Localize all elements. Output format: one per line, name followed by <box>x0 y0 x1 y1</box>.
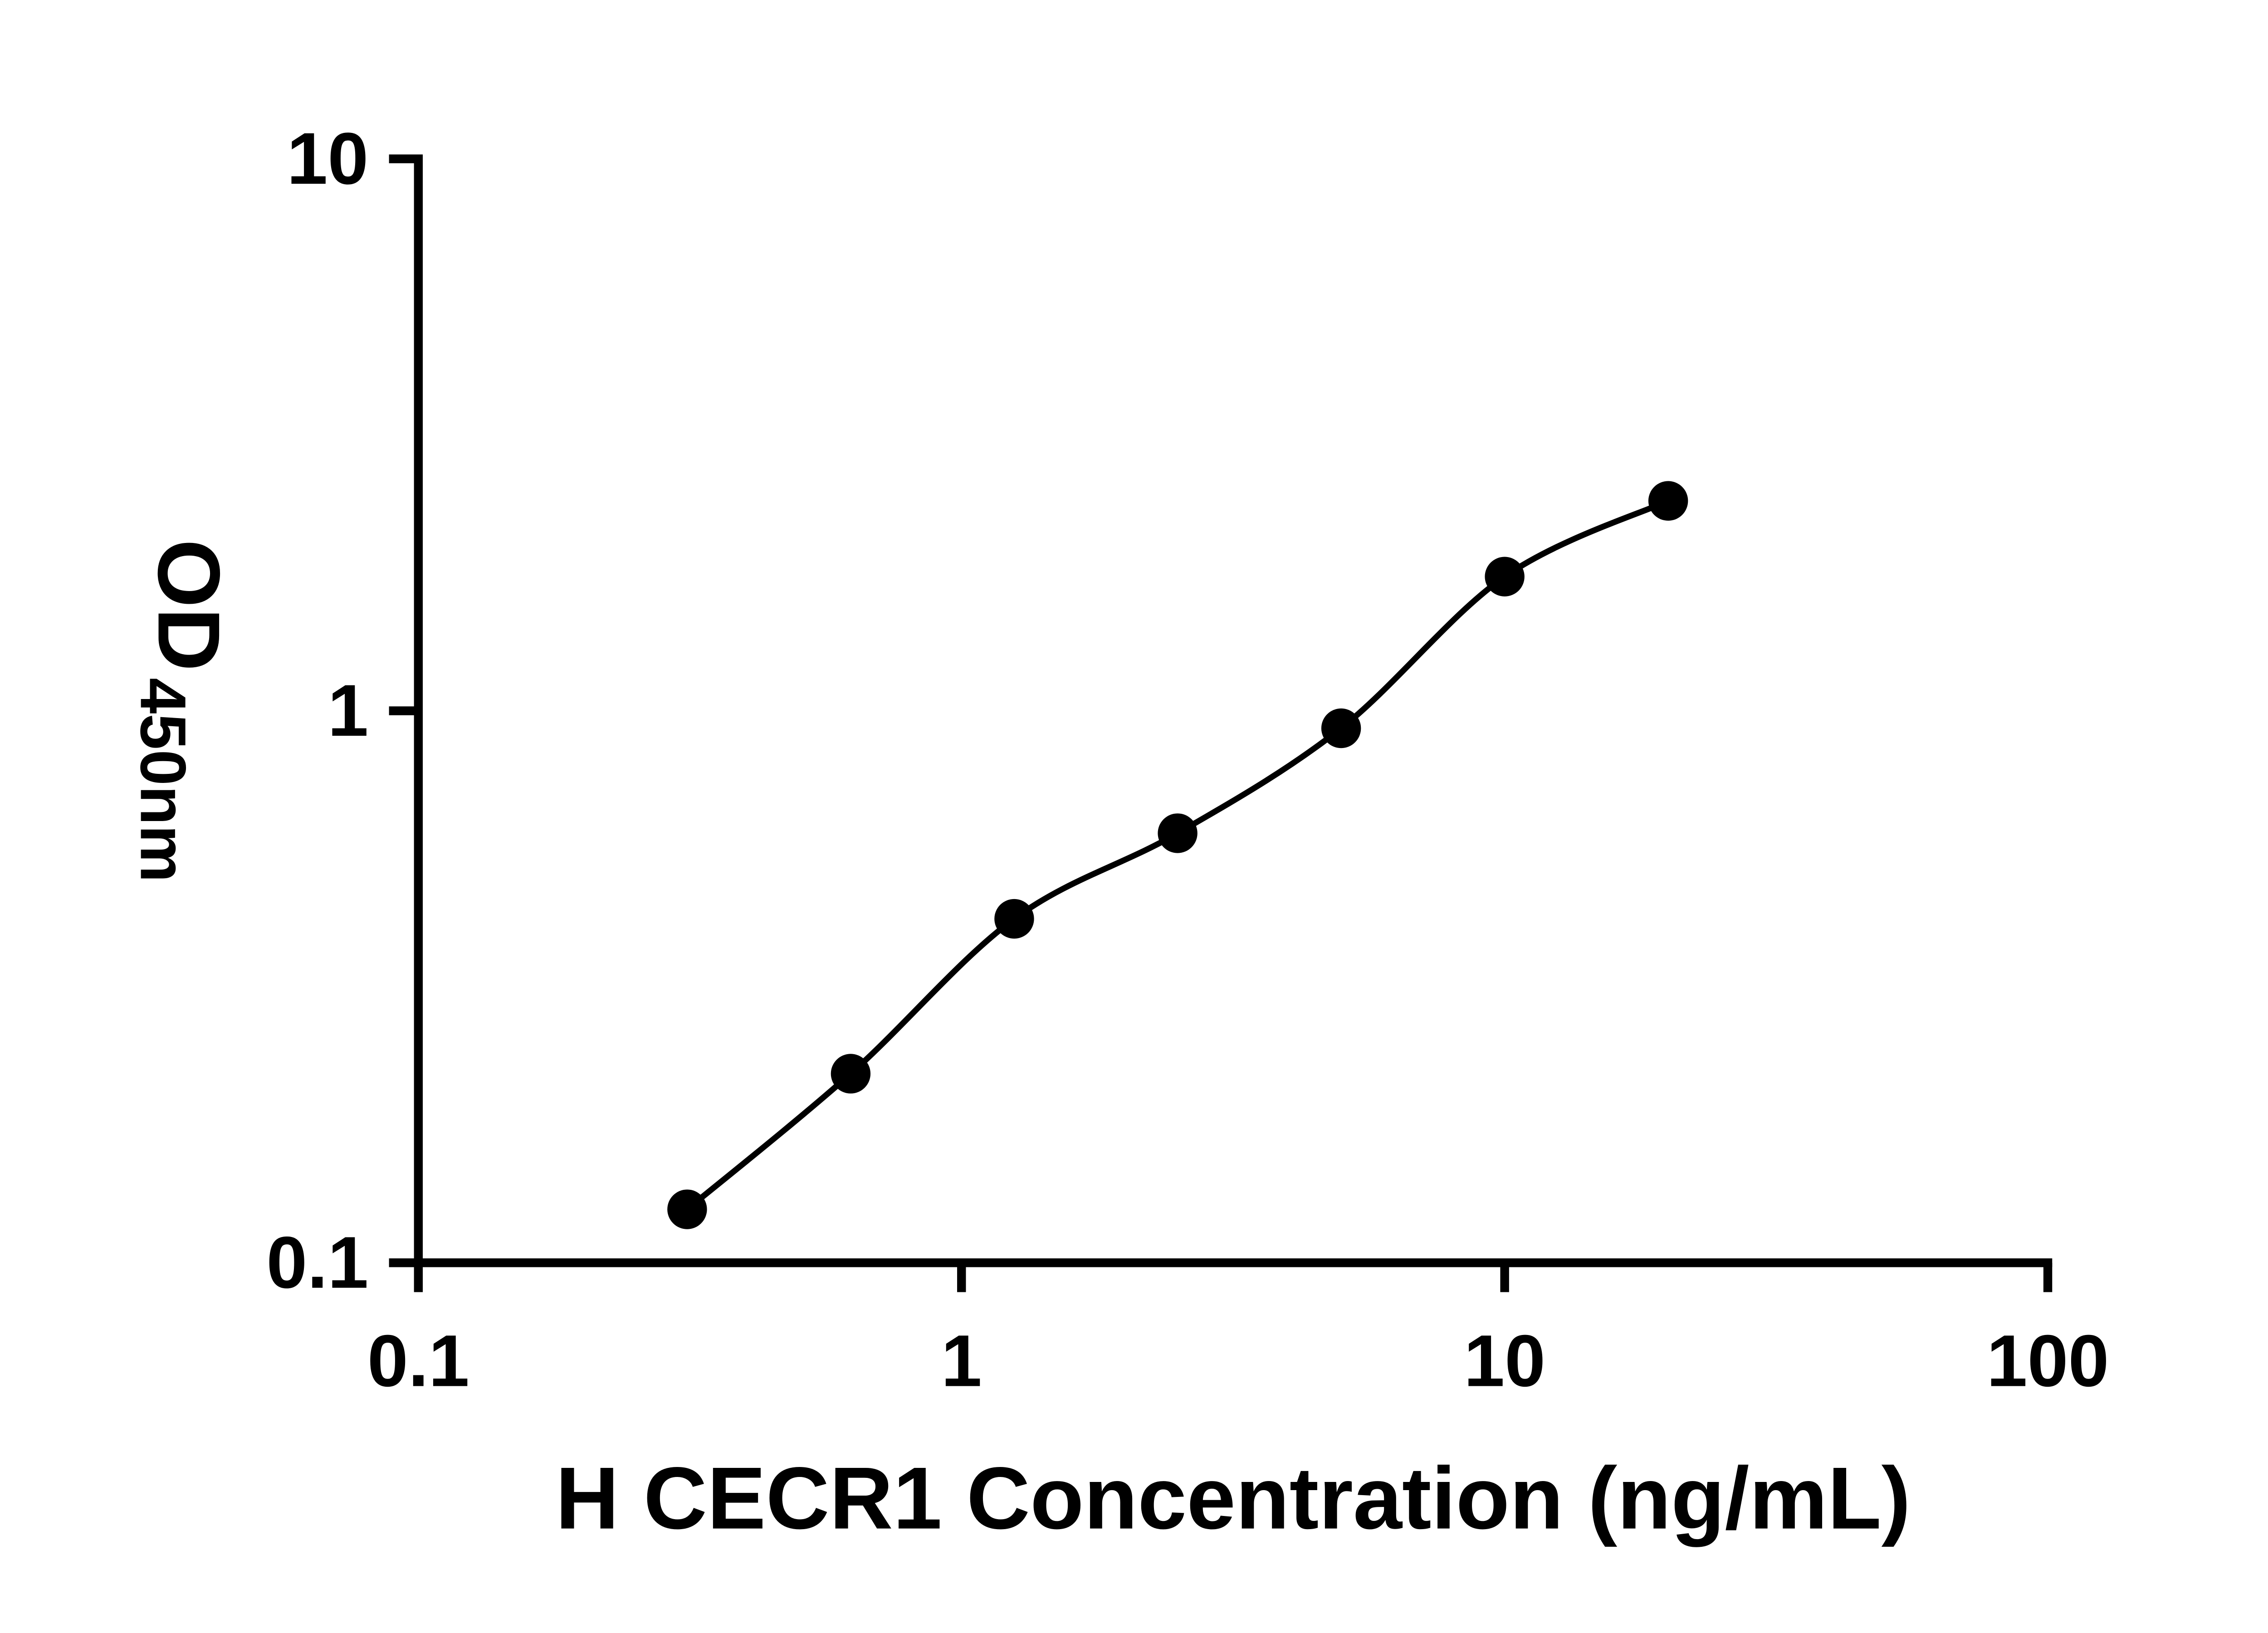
y-axis-title: OD 450nm <box>127 539 238 883</box>
data-point <box>994 899 1034 939</box>
y-axis-title-sub: 450nm <box>127 678 199 882</box>
x-axis-ticks: 0.1 1 10 100 <box>367 1262 2109 1402</box>
data-point <box>1321 708 1361 748</box>
y-tick-label: 10 <box>287 118 368 200</box>
data-point <box>1485 557 1525 596</box>
x-tick-label: 0.1 <box>367 1320 469 1402</box>
data-point <box>667 1189 707 1229</box>
x-tick-label: 100 <box>1987 1320 2109 1402</box>
data-points <box>667 481 1688 1229</box>
x-tick-label: 10 <box>1464 1320 1545 1402</box>
data-point <box>1158 813 1198 853</box>
y-tick-label: 1 <box>327 670 368 752</box>
axes <box>414 154 2053 1267</box>
x-tick-label: 1 <box>941 1320 982 1402</box>
y-axis-title-main: OD <box>140 539 238 671</box>
y-tick-label: 0.1 <box>266 1222 368 1304</box>
x-axis-title: H CECR1 Concentration (ng/mL) <box>556 1449 1911 1548</box>
plot-area: 0.1 1 10 100 0.1 1 10 H CECR1 Concentration (… <box>127 118 2109 1547</box>
y-axis-ticks: 0.1 1 10 <box>266 118 419 1304</box>
standard-curve-line <box>685 498 1670 1212</box>
data-point <box>1648 481 1688 521</box>
data-point <box>831 1054 871 1094</box>
